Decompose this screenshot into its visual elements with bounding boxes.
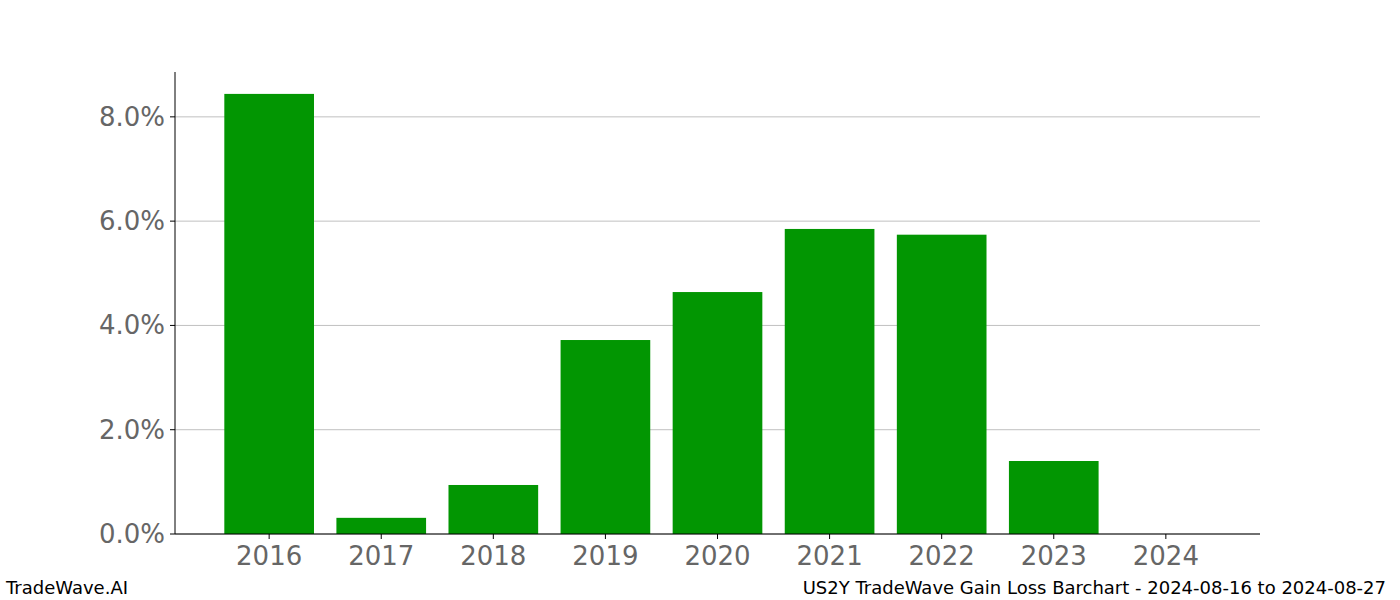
y-tick: [170, 221, 175, 222]
x-tick-label: 2018: [460, 541, 526, 571]
y-tick-label: 2.0%: [99, 415, 165, 445]
bars: [224, 94, 1098, 534]
x-tick: [941, 534, 942, 539]
y-tick-label: 0.0%: [99, 519, 165, 549]
x-tick: [381, 534, 382, 539]
y-tick: [170, 325, 175, 326]
y-tick-label: 6.0%: [99, 206, 165, 236]
bar: [336, 518, 426, 534]
x-tick: [493, 534, 494, 539]
x-tick-label: 2024: [1133, 541, 1199, 571]
y-axis: [175, 72, 176, 534]
x-tick: [269, 534, 270, 539]
bar: [224, 94, 314, 534]
y-tick-label: 4.0%: [99, 310, 165, 340]
bar: [897, 235, 987, 534]
x-tick: [1165, 534, 1166, 539]
bar: [673, 292, 763, 534]
brand: TradeWave.AI: [5, 577, 128, 598]
x-tick-label: 2017: [348, 541, 414, 571]
y-tick: [170, 429, 175, 430]
x-tick-label: 2021: [797, 541, 863, 571]
grid-line: [175, 221, 1260, 222]
bar: [785, 229, 875, 534]
y-tick-label: 8.0%: [99, 102, 165, 132]
x-axis: [175, 534, 1260, 535]
x-tick-label: 2020: [684, 541, 750, 571]
bar: [448, 485, 538, 534]
x-tick-label: 2016: [236, 541, 302, 571]
y-tick: [170, 116, 175, 117]
x-tick-label: 2019: [572, 541, 638, 571]
bar: [561, 340, 651, 534]
grid-line: [175, 116, 1260, 117]
x-tick-label: 2023: [1021, 541, 1087, 571]
chart: 0.0% 2.0% 4.0% 6.0% 8.0% 2016 2017 2018 2019 2020…: [0, 0, 1400, 600]
grid-line: [175, 534, 1260, 535]
x-tick: [605, 534, 606, 539]
x-tick: [717, 534, 718, 539]
x-tick: [1053, 534, 1054, 539]
bar: [1009, 461, 1099, 534]
x-tick: [829, 534, 830, 539]
x-tick-label: 2022: [909, 541, 975, 571]
y-tick: [170, 534, 175, 535]
title: US2Y TradeWave Gain Loss Barchart - 2024…: [803, 577, 1386, 598]
